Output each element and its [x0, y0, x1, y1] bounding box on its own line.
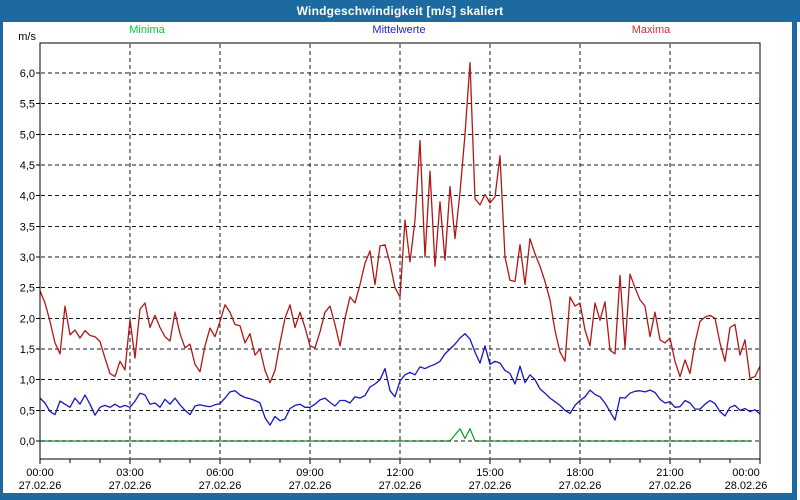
y-axis-label: 3,0	[20, 252, 35, 264]
window-titlebar: Windgeschwindigkeit [m/s] skaliert	[0, 0, 800, 22]
window-title: Windgeschwindigkeit [m/s] skaliert	[296, 4, 504, 18]
mittelwerte-line	[39, 333, 761, 426]
x-axis-time-label: 09:00	[296, 467, 324, 479]
x-axis-time-label: 15:00	[476, 467, 504, 479]
x-axis-date-label: 28.02.26	[725, 480, 768, 492]
x-axis-date-label: 27.02.26	[19, 480, 62, 492]
y-axis-label: 1,0	[20, 375, 35, 387]
y-axis-label: 4,5	[20, 160, 35, 172]
x-axis-time-label: 21:00	[656, 467, 684, 479]
y-axis-label: 1,5	[20, 344, 35, 356]
window-border-right	[792, 22, 797, 493]
legend-label-mittelwerte: Mittelwerte	[372, 24, 426, 36]
legend-label-minima: Minima	[129, 24, 165, 36]
y-axis-label: 6,0	[20, 68, 35, 80]
y-axis-label: 2,5	[20, 283, 35, 295]
x-axis-date-label: 27.02.26	[289, 480, 332, 492]
x-axis-time-label: 12:00	[386, 467, 414, 479]
x-axis-date-label: 27.02.26	[379, 480, 422, 492]
y-axis-label: 2,0	[20, 313, 35, 325]
window-border-left	[0, 22, 3, 500]
x-axis-date-label: 27.02.26	[469, 480, 512, 492]
x-axis-time-label: 18:00	[566, 467, 594, 479]
y-axis-label: 3,5	[20, 221, 35, 233]
x-axis-time-label: 00:00	[732, 467, 760, 479]
y-axis-label: 0,5	[20, 405, 35, 417]
x-axis-time-label: 03:00	[116, 467, 144, 479]
y-axis-unit-label: m/s	[18, 31, 36, 43]
legend-label-maxima: Maxima	[631, 24, 671, 36]
x-axis-date-label: 27.02.26	[199, 480, 242, 492]
y-axis-label: 5,0	[20, 129, 35, 141]
x-axis-time-label: 00:00	[26, 467, 54, 479]
chart-legend: Minima Mittelwerte Maxima	[0, 23, 800, 41]
x-axis-time-label: 06:00	[206, 467, 234, 479]
y-axis-label: 4,0	[20, 191, 35, 203]
maxima-line	[39, 61, 761, 384]
x-axis-date-label: 27.02.26	[109, 480, 152, 492]
y-axis-label: 5,5	[20, 99, 35, 111]
window-border-bottom	[0, 493, 797, 500]
y-axis-label: 0,0	[20, 436, 35, 448]
x-axis-date-label: 27.02.26	[559, 480, 602, 492]
x-axis-date-label: 27.02.26	[649, 480, 692, 492]
